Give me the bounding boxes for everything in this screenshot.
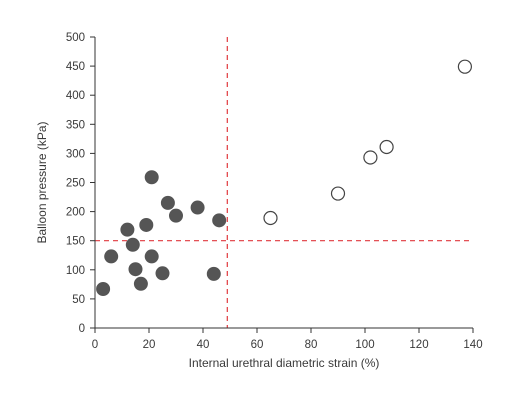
x-tick-label: 100 [355, 339, 374, 351]
y-tick-label: 0 [79, 323, 85, 335]
open-data-point [263, 210, 278, 226]
filled-data-point [128, 262, 143, 277]
filled-data-point [169, 208, 183, 223]
filled-data-point [160, 195, 175, 210]
y-tick-label: 50 [72, 294, 85, 306]
x-axis-title: Internal urethral diametric strain (%) [189, 356, 380, 370]
filled-data-point [144, 249, 159, 264]
axes: 0 50 100 150 200 250 300 350 400 450 500 0 20 40 60 80 1… [66, 32, 483, 351]
x-tick-label: 140 [463, 339, 482, 351]
y-tick-label: 150 [66, 236, 85, 248]
filled-data-point [144, 170, 159, 185]
filled-data-point [212, 213, 227, 228]
reference-lines [95, 37, 473, 328]
y-tick-label: 300 [66, 148, 85, 160]
x-tick-label: 0 [92, 339, 98, 351]
x-tick-label: 40 [197, 339, 210, 351]
y-tick-label: 400 [66, 90, 85, 102]
filled-data-point [190, 200, 205, 215]
y-tick-label: 350 [66, 119, 85, 131]
x-tick-label: 60 [251, 339, 264, 351]
y-tick-label: 250 [66, 178, 85, 190]
data-points [96, 59, 472, 297]
y-tick-label: 450 [66, 61, 85, 73]
open-data-point [330, 186, 346, 201]
y-tick-label: 100 [66, 265, 85, 277]
filled-data-point [120, 222, 135, 237]
x-tick-label: 120 [409, 339, 428, 351]
filled-data-point [125, 237, 140, 252]
filled-data-point [206, 266, 221, 281]
open-data-point [379, 139, 394, 155]
filled-data-point [96, 282, 111, 297]
y-tick-label: 500 [66, 32, 85, 44]
y-axis-title: Balloon pressure (kPa) [35, 121, 49, 243]
filled-data-point [155, 266, 170, 281]
filled-data-point [139, 217, 154, 232]
open-data-point [457, 59, 472, 74]
open-data-point [363, 150, 378, 165]
x-tick-label: 80 [305, 339, 318, 351]
x-tick-label: 20 [143, 339, 156, 351]
filled-data-point [104, 249, 119, 264]
filled-data-point [133, 276, 148, 291]
y-tick-label: 200 [66, 207, 85, 219]
